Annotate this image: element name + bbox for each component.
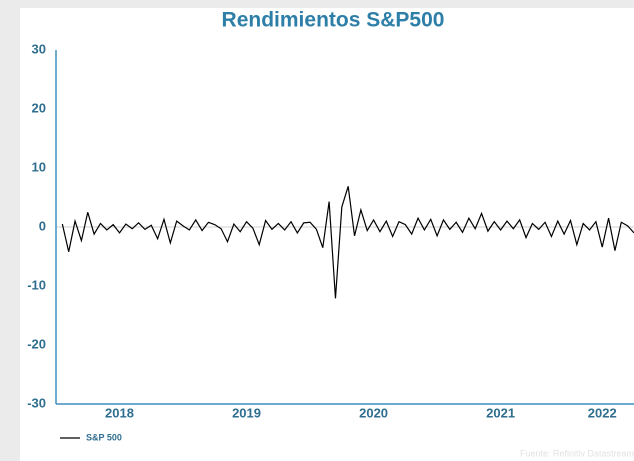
series-line: [61, 186, 634, 299]
y-tick-label: 10: [32, 159, 46, 174]
legend-label: S&P 500: [86, 432, 122, 442]
y-tick-label: -30: [27, 395, 46, 410]
y-tick-label: 0: [39, 218, 46, 233]
y-tick-label: -20: [27, 336, 46, 351]
x-tick-label: 2020: [359, 405, 388, 420]
x-tick-label: 2018: [105, 405, 134, 420]
x-tick-label: 2021: [486, 405, 515, 420]
panel: [20, 8, 634, 461]
y-tick-label: 30: [32, 41, 46, 56]
x-tick-label: 2022: [588, 405, 617, 420]
chart-title: Rendimientos S&P500: [222, 9, 445, 32]
y-tick-label: -10: [27, 277, 46, 292]
x-tick-label: 2019: [232, 405, 261, 420]
source: Fuente: Refinitiv Datastream: [520, 448, 634, 458]
y-tick-label: 20: [32, 100, 46, 115]
